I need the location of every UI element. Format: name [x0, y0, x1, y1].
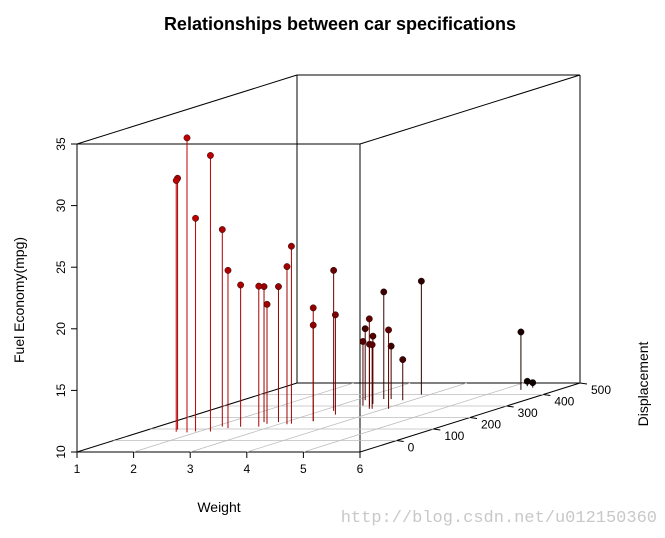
data-point	[288, 242, 295, 250]
box-edge	[76, 74, 298, 145]
z-tick-label: 35	[54, 137, 68, 151]
z-tick-label: 15	[54, 383, 68, 397]
y-tick-mark	[396, 440, 404, 442]
x-tick-label: 2	[130, 462, 137, 476]
watermark: http://blog.csdn.net/u012150360	[340, 509, 657, 528]
data-point	[330, 266, 338, 274]
data-point	[172, 177, 180, 184]
data-point	[309, 321, 317, 329]
floor-grid	[113, 382, 544, 453]
y-tick-label: 500	[591, 383, 611, 397]
plot-box	[76, 74, 581, 453]
data-point	[365, 315, 373, 323]
data-point	[417, 277, 425, 285]
data-point	[275, 283, 282, 290]
x-tick-label: 1	[74, 462, 81, 476]
data-point	[517, 328, 525, 336]
data-point	[380, 288, 388, 296]
data-point	[359, 338, 367, 345]
z-tick-label: 20	[54, 322, 68, 336]
x-axis-ticks: 1 2 3 4 5 6	[74, 452, 364, 476]
z-axis-label: Fuel Economy(mpg)	[11, 237, 27, 363]
y-tick-label: 400	[554, 395, 574, 409]
data-points	[172, 134, 537, 433]
data-point	[218, 226, 226, 233]
y-axis-ticks: 0 100 200 300 400 500	[396, 382, 611, 455]
y-axis-label: Displacement	[635, 341, 651, 426]
x-tick-label: 4	[243, 462, 250, 476]
y-tick-label: 100	[444, 429, 464, 443]
y-tick-label: 200	[481, 418, 501, 432]
data-point	[369, 332, 377, 340]
data-point	[255, 282, 263, 290]
chart-title: Relationships between car specifications	[164, 14, 516, 34]
data-point	[183, 134, 191, 142]
data-point	[529, 379, 537, 387]
y-tick-mark	[579, 382, 588, 385]
data-point	[207, 152, 214, 159]
data-point	[224, 266, 232, 274]
y-tick-mark	[506, 405, 514, 408]
x-tick-label: 6	[357, 462, 364, 476]
data-point	[387, 342, 395, 350]
data-point	[399, 356, 407, 363]
z-axis-ticks: 10 15 20 25 30 35	[54, 137, 77, 459]
box-edge	[359, 74, 581, 145]
data-point	[237, 281, 245, 289]
data-point	[361, 325, 369, 333]
data-point	[332, 311, 339, 319]
z-tick-label: 10	[54, 445, 68, 459]
x-tick-label: 3	[187, 462, 194, 476]
y-tick-label: 300	[518, 406, 538, 420]
y-tick-label: 0	[408, 441, 415, 455]
x-axis-label: Weight	[197, 499, 240, 515]
data-point	[385, 326, 392, 334]
data-point	[309, 304, 317, 312]
z-tick-label: 30	[54, 199, 68, 213]
data-point	[368, 341, 376, 349]
y-tick-mark	[469, 417, 478, 419]
y-tick-mark	[543, 394, 551, 396]
x-tick-label: 5	[300, 462, 307, 476]
z-tick-label: 25	[54, 260, 68, 274]
y-tick-mark	[433, 428, 441, 431]
data-point	[192, 214, 199, 222]
data-point	[283, 263, 291, 271]
data-point	[263, 300, 271, 308]
